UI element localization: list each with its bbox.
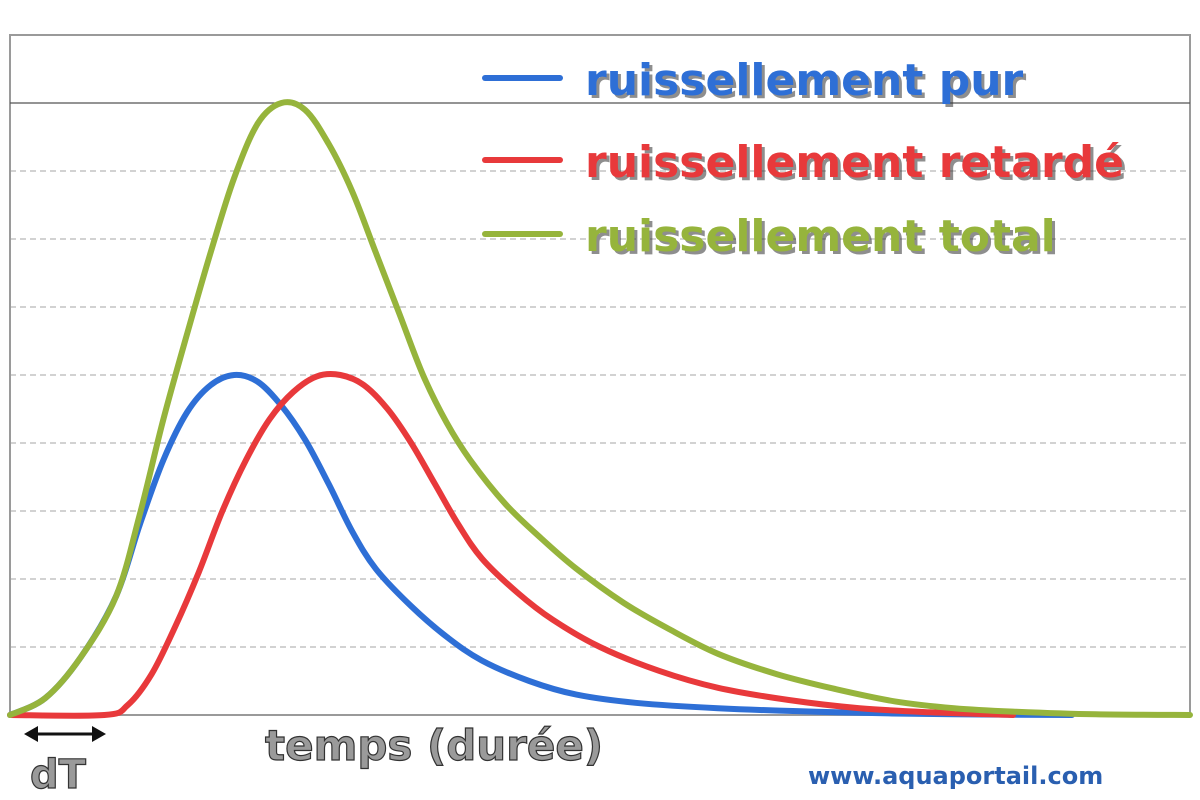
legend-label-1: ruissellement pur	[585, 55, 1024, 106]
legend-label-shadow-3: ruissellement total	[588, 214, 1059, 265]
chart-series	[7, 99, 1193, 719]
series-line-1	[7, 371, 1075, 718]
legend-label-shadow-1: ruissellement pur	[588, 58, 1027, 109]
series-line-3	[7, 99, 1193, 718]
dt-marker: dT	[24, 726, 106, 799]
legend-label-shadow-2: ruissellement retardé	[588, 140, 1127, 191]
x-axis-label: temps (durée)	[265, 721, 603, 770]
series-line-2	[7, 371, 1016, 719]
dt-arrow-left-head	[24, 726, 38, 742]
watermark: www.aquaportail.com	[808, 762, 1103, 790]
legend-label-3: ruissellement total	[585, 211, 1056, 262]
dt-arrow-right-head	[92, 726, 106, 742]
legend-label-2: ruissellement retardé	[585, 137, 1124, 188]
dt-label: dT	[30, 752, 87, 798]
plot-frame	[9, 34, 1191, 716]
chart-grid	[10, 170, 1190, 648]
